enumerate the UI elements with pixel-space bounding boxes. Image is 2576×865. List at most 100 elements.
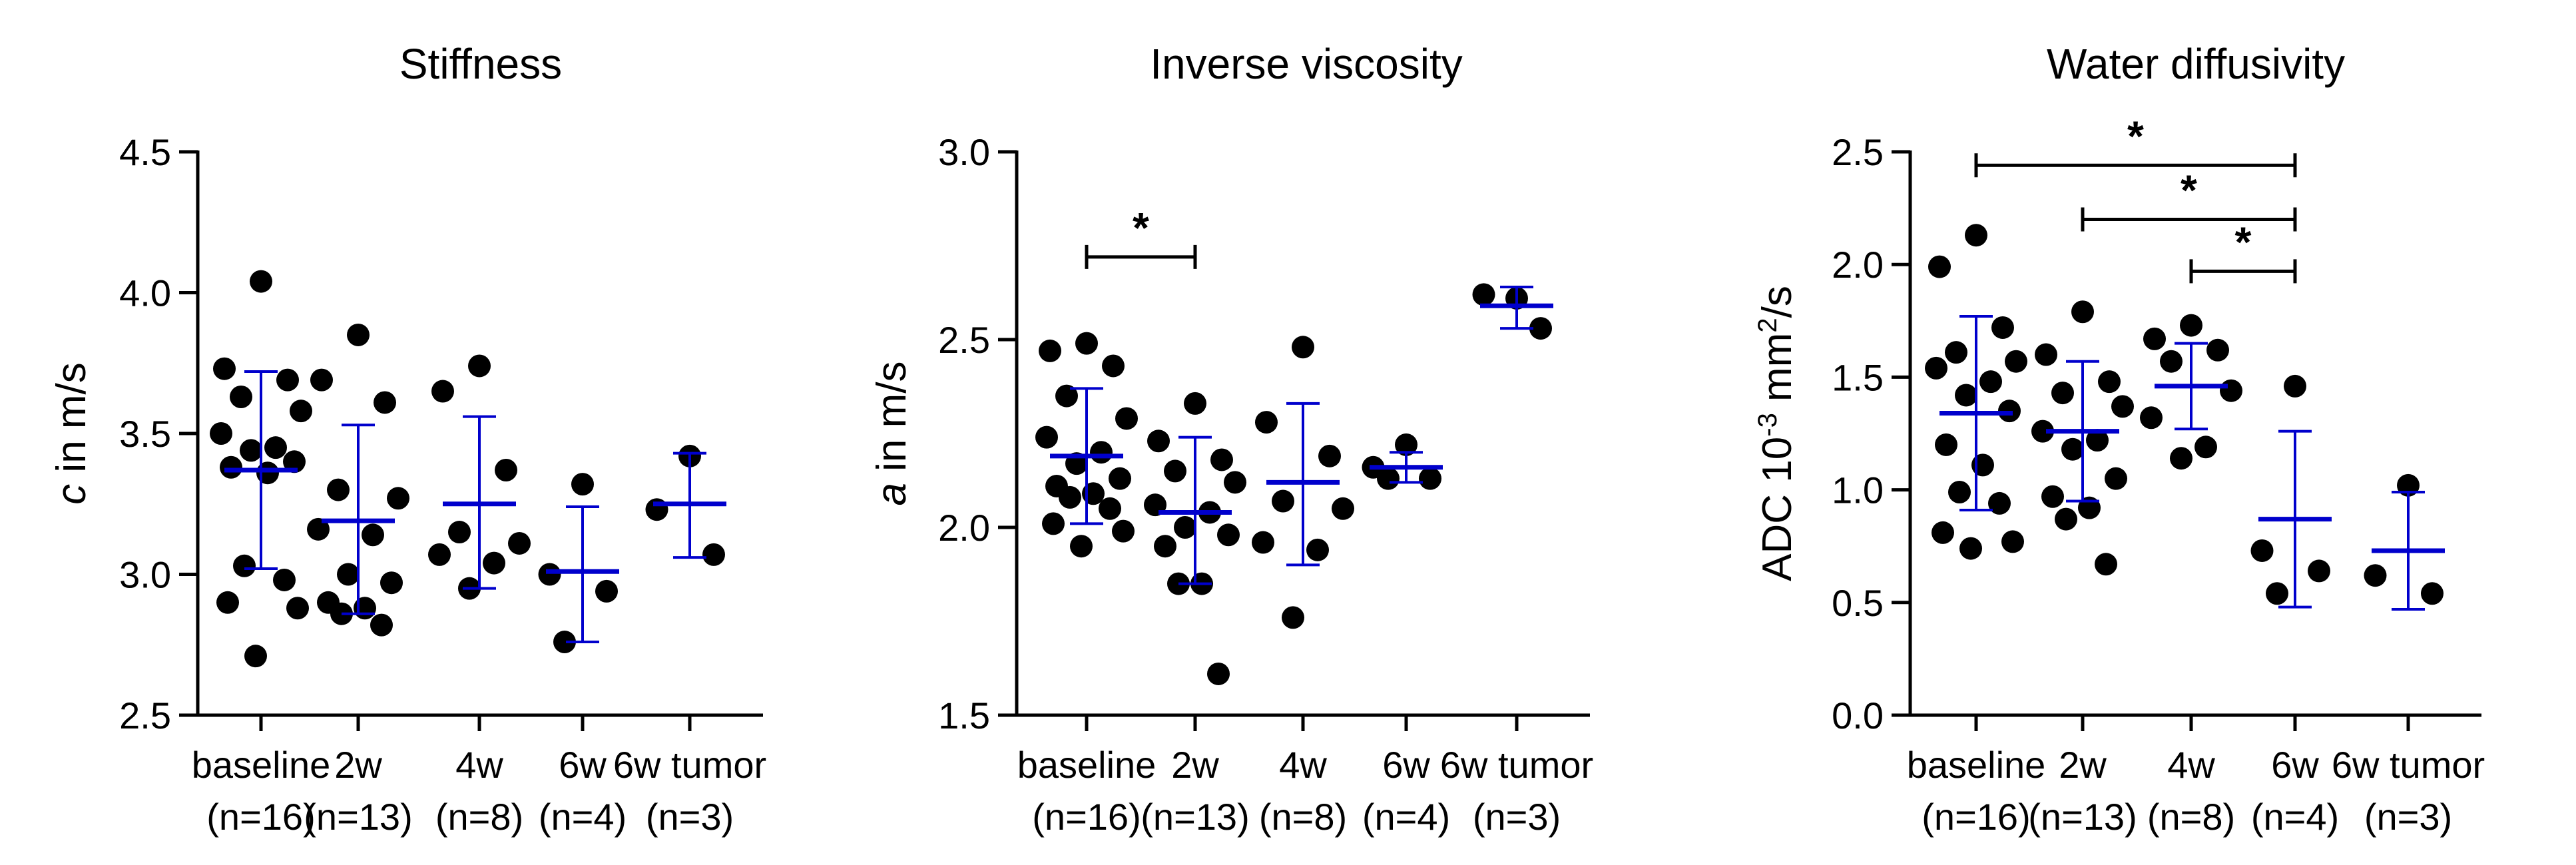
data-point [310,368,333,392]
data-point [1332,497,1354,520]
y-axis-label-part: mm [1754,333,1800,414]
y-axis-label-sup: -3 [1753,413,1782,437]
data-point [1925,356,1947,380]
y-axis-label: ADC 10-3 mm2/s [1753,286,1800,581]
data-point [2170,447,2192,470]
data-point [1965,224,1987,247]
data-point [1272,489,1294,513]
y-tick-label: 2.5 [938,319,990,361]
data-point [276,368,299,392]
y-axis-label-unit: in m/s [869,361,915,483]
data-point [538,563,561,586]
significance-star: * [1133,204,1149,252]
data-point [1928,255,1951,278]
data-point [1042,512,1065,535]
x-count-label: (n=3) [1473,796,1561,838]
data-point [1252,531,1274,554]
x-tick-label: baseline [1907,744,2046,786]
data-point [1059,485,1081,509]
significance-star: * [2127,112,2144,160]
data-point [2206,338,2229,362]
data-point [230,386,252,409]
significance-bracket [1085,244,1197,269]
y-tick-label: 0.5 [1832,582,1884,624]
data-point [428,543,451,566]
significance-star: * [2181,166,2197,214]
data-point [327,478,350,501]
data-point [2364,564,2387,587]
data-point [1099,497,1121,520]
data-point [1207,662,1230,685]
y-axis-label: c in m/s [49,362,95,505]
data-point [220,455,242,479]
data-point [264,436,287,459]
data-point [2160,350,2183,373]
data-point [1075,332,1098,355]
data-point [1039,339,1061,362]
chart-title: Stiffness [399,40,562,88]
data-point [1090,441,1113,464]
data-point [1147,430,1170,453]
data-point [2001,530,2024,553]
data-point [448,521,471,544]
data-point [483,551,505,575]
data-point [2086,429,2109,452]
data-point [1945,341,1967,364]
data-point [2111,395,2134,418]
data-point [273,568,296,591]
data-point [2041,485,2064,508]
data-point [2266,582,2288,605]
x-tick-label: baseline [1017,744,1157,786]
data-point [2061,437,2084,461]
data-point [387,487,409,510]
data-point [2095,553,2117,576]
y-axis-label-var: a [869,483,915,505]
panel-inverse-viscosity: Inverse viscosity 1.5 2.0 2.5 3.0 a in m/s bas… [869,40,1593,838]
x-count-label: (n=4) [539,796,627,838]
x-tick-label: 4w [455,744,503,786]
data-point [2005,350,2027,373]
x-tick-label: 2w [1171,744,1219,786]
significance-bracket [1974,153,2297,178]
x-tick-label: baseline [192,744,331,786]
data-point [233,554,256,577]
data-point [1948,480,1971,503]
data-point [1306,538,1329,561]
x-tick-label: 4w [2167,744,2215,786]
data-point [1377,467,1400,490]
y-tick-label: 2.0 [938,507,990,549]
data-point [1070,535,1093,558]
y-tick-label: 2.5 [119,695,171,736]
y-axis-label-part: /s [1754,286,1800,318]
data-point [2098,370,2121,394]
data-point [244,645,267,668]
data-point [2105,467,2127,490]
significance-star: * [2235,218,2252,266]
data-point [2308,559,2330,583]
data-point [431,380,454,403]
data-point [213,357,236,380]
data-point [337,563,360,586]
data-point [1988,491,2011,515]
data-point [286,597,309,620]
chart-title: Inverse viscosity [1150,40,1462,88]
data-point [283,450,306,473]
data-point [240,439,262,462]
data-point [2180,314,2202,337]
data-point [2194,435,2217,459]
data-point [1112,519,1135,543]
x-tick-label: 4w [1279,744,1327,786]
data-point [2220,379,2242,402]
x-count-label: (n=3) [2364,796,2452,838]
x-count-label: (n=16) [206,796,315,838]
x-tick-label: 2w [2059,744,2107,786]
x-count-label: (n=4) [2251,796,2339,838]
data-point [290,400,312,423]
data-point [1055,384,1078,408]
data-point [1255,411,1278,434]
x-tick-label: 6w tumor [613,744,766,786]
data-point [1955,384,1977,407]
chart-title: Water diffusivity [2047,40,2345,88]
data-point [2421,582,2444,605]
